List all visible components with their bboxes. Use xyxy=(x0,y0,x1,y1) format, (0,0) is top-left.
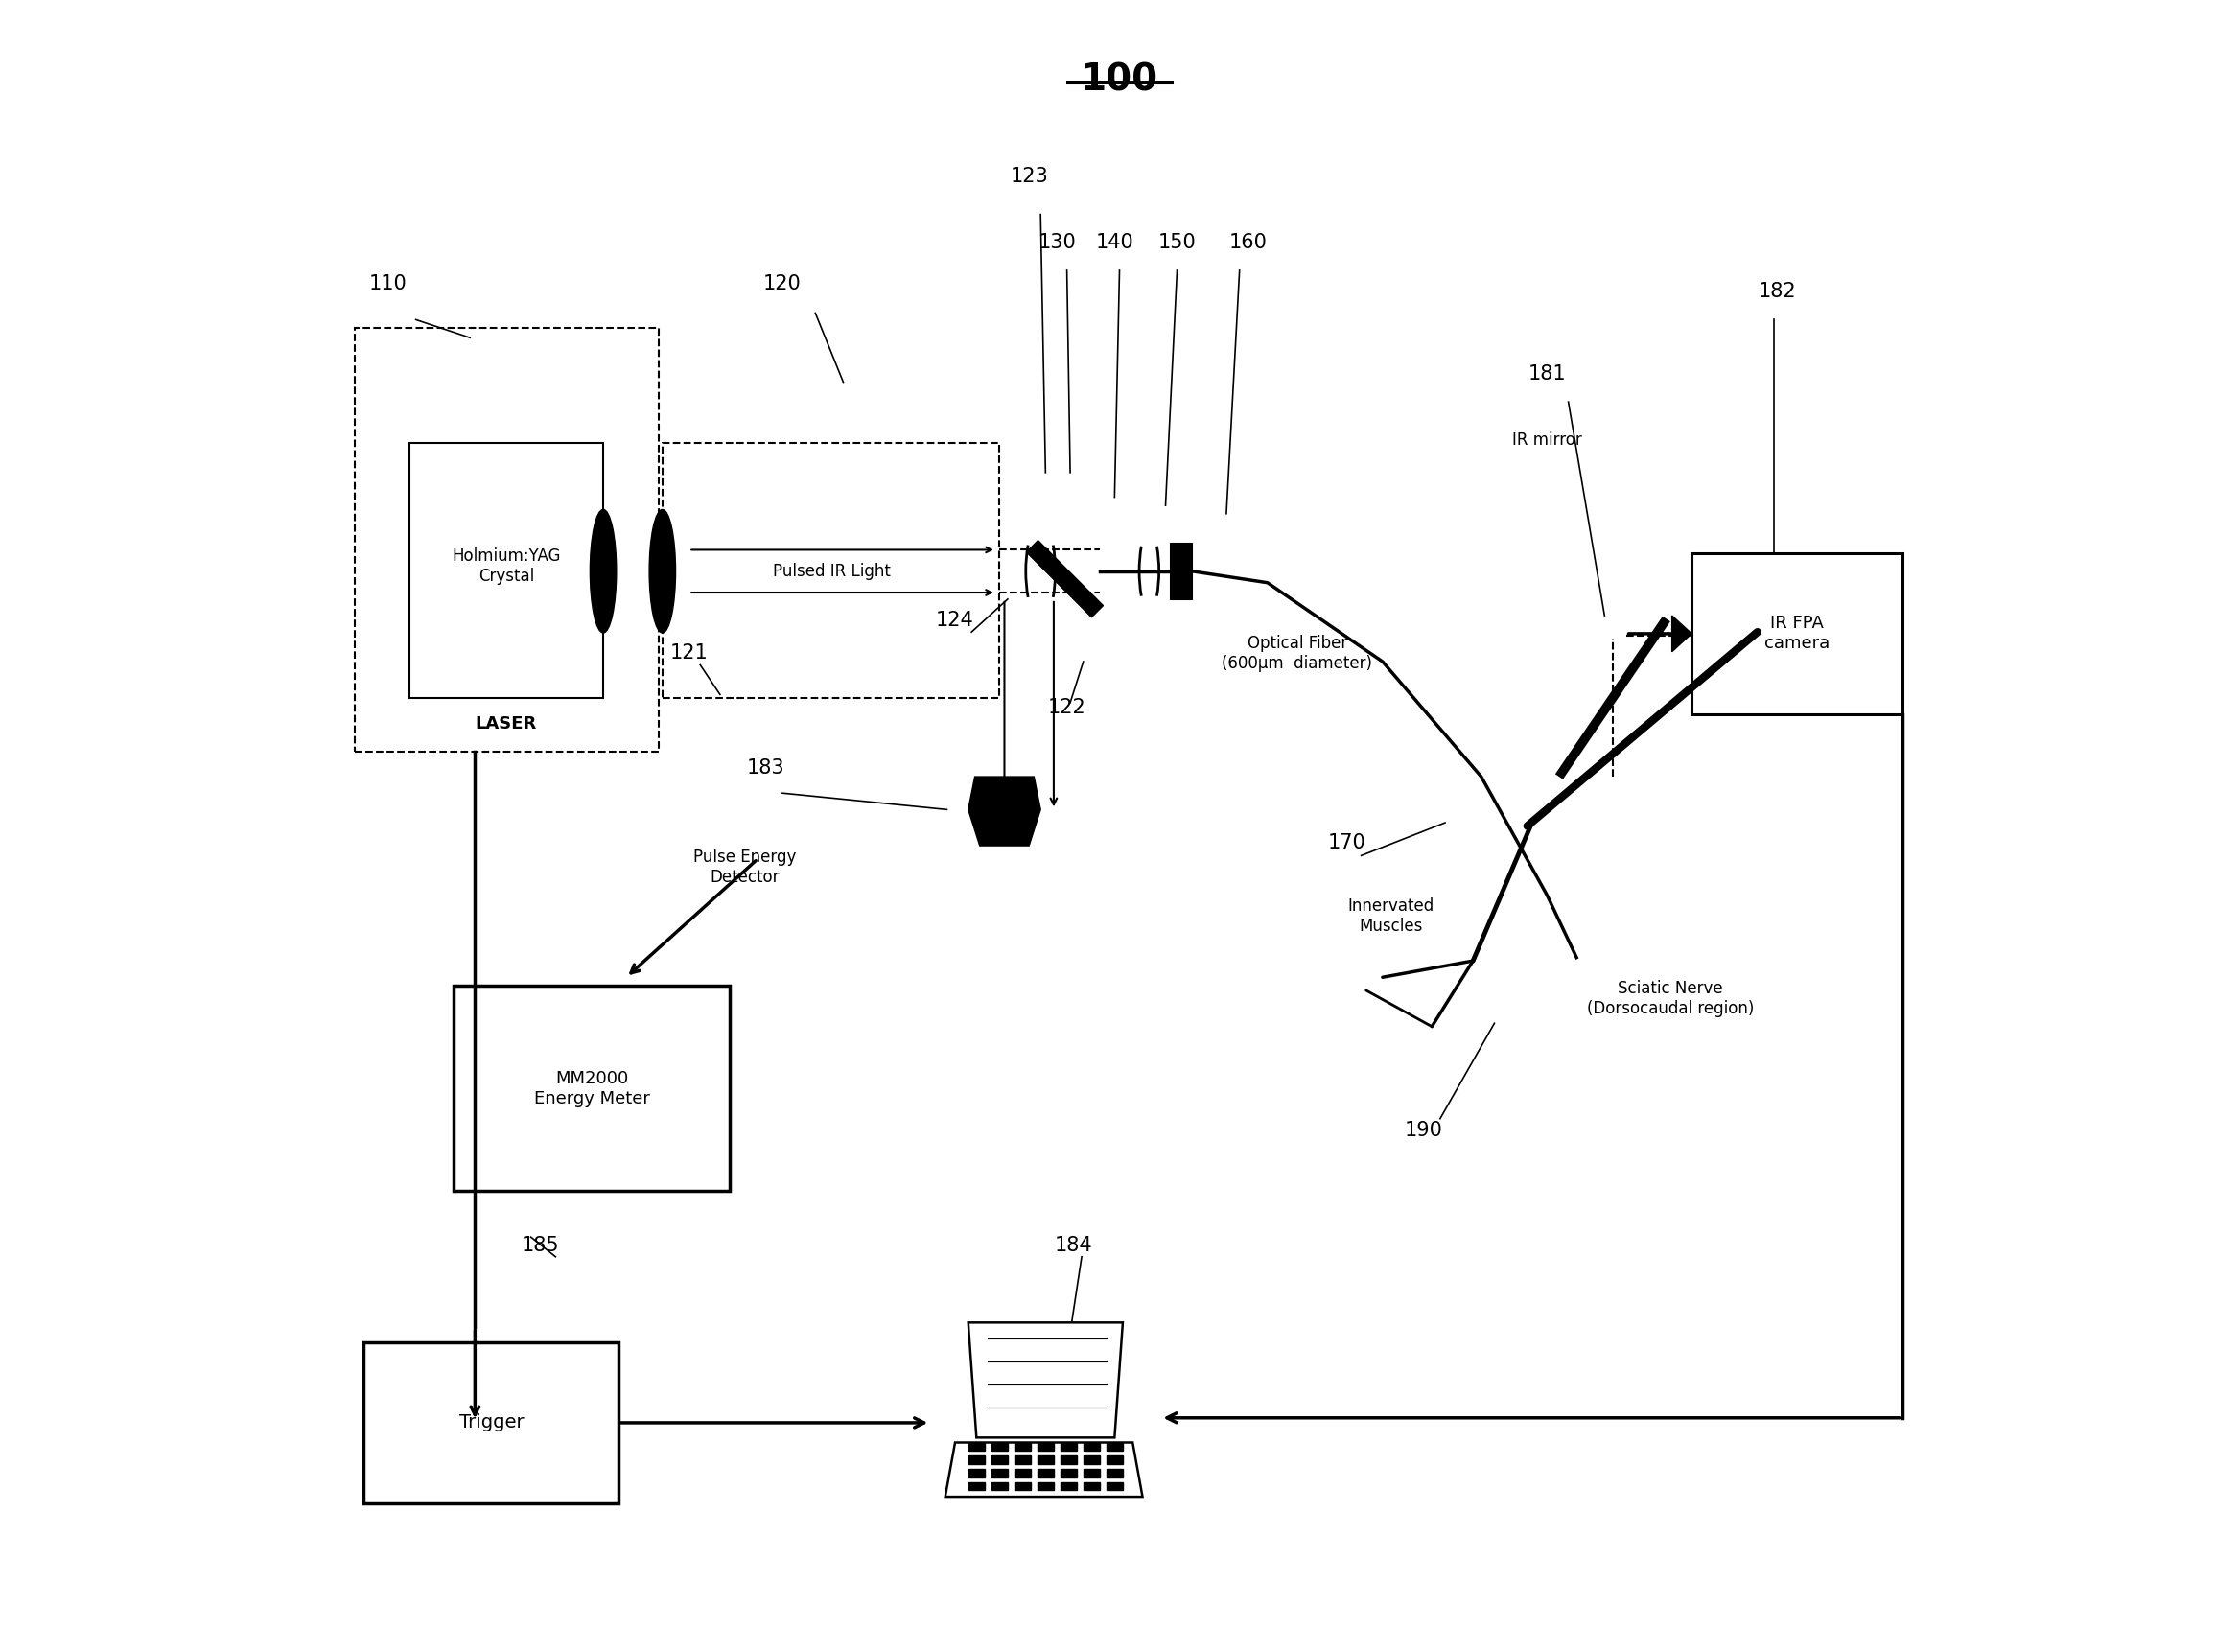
Text: 140: 140 xyxy=(1095,233,1133,253)
Ellipse shape xyxy=(591,509,616,633)
Bar xyxy=(1037,1442,1055,1450)
Text: 160: 160 xyxy=(1229,233,1267,253)
Text: 121: 121 xyxy=(669,644,708,662)
Ellipse shape xyxy=(649,509,676,633)
Bar xyxy=(967,1482,985,1490)
Text: 185: 185 xyxy=(522,1236,560,1256)
Text: 124: 124 xyxy=(936,611,974,629)
Text: Innervated
Muscles: Innervated Muscles xyxy=(1348,897,1433,935)
Text: 182: 182 xyxy=(1758,282,1796,301)
Text: IR mirror: IR mirror xyxy=(1511,431,1583,448)
Polygon shape xyxy=(967,776,1041,809)
Text: 110: 110 xyxy=(369,274,407,292)
Text: 130: 130 xyxy=(1039,233,1077,253)
Text: Trigger: Trigger xyxy=(459,1414,524,1432)
Bar xyxy=(1037,1482,1055,1490)
Text: Holmium:YAG
Crystal: Holmium:YAG Crystal xyxy=(452,548,560,585)
Bar xyxy=(967,1469,985,1477)
Text: 150: 150 xyxy=(1158,233,1196,253)
Text: Optical Fiber
(600μm  diameter): Optical Fiber (600μm diameter) xyxy=(1222,634,1373,672)
Bar xyxy=(1037,1469,1055,1477)
Polygon shape xyxy=(1673,616,1693,653)
Text: 123: 123 xyxy=(1010,167,1048,187)
Bar xyxy=(1084,1455,1099,1464)
Polygon shape xyxy=(945,1442,1142,1497)
FancyBboxPatch shape xyxy=(356,327,658,752)
Bar xyxy=(1061,1469,1077,1477)
Bar xyxy=(1061,1482,1077,1490)
Polygon shape xyxy=(967,1323,1122,1437)
Text: 183: 183 xyxy=(748,758,786,778)
Bar xyxy=(992,1442,1008,1450)
Text: 120: 120 xyxy=(763,274,802,292)
Text: MM2000
Energy Meter: MM2000 Energy Meter xyxy=(533,1070,649,1107)
Text: 100: 100 xyxy=(1081,61,1158,97)
Bar xyxy=(1084,1482,1099,1490)
Bar xyxy=(967,1442,985,1450)
Text: 181: 181 xyxy=(1527,365,1565,383)
Bar xyxy=(1084,1442,1099,1450)
Text: 184: 184 xyxy=(1055,1236,1093,1256)
Bar xyxy=(1106,1469,1122,1477)
Text: 190: 190 xyxy=(1404,1120,1442,1140)
FancyBboxPatch shape xyxy=(1693,553,1903,714)
Bar xyxy=(1025,540,1104,618)
FancyBboxPatch shape xyxy=(410,443,602,697)
Bar xyxy=(1014,1482,1030,1490)
Bar xyxy=(1106,1442,1122,1450)
Text: Pulse Energy
Detector: Pulse Energy Detector xyxy=(694,849,797,885)
Bar xyxy=(967,1455,985,1464)
FancyBboxPatch shape xyxy=(455,986,730,1191)
Polygon shape xyxy=(967,809,1041,846)
Bar xyxy=(1061,1455,1077,1464)
FancyBboxPatch shape xyxy=(663,443,999,697)
Text: 170: 170 xyxy=(1328,833,1366,852)
FancyBboxPatch shape xyxy=(1171,544,1191,600)
Text: 122: 122 xyxy=(1048,699,1086,717)
Bar xyxy=(1014,1469,1030,1477)
Text: Pulsed IR Light: Pulsed IR Light xyxy=(772,563,891,580)
Bar xyxy=(1014,1455,1030,1464)
Bar xyxy=(992,1455,1008,1464)
Text: LASER: LASER xyxy=(475,715,537,733)
Bar xyxy=(1014,1442,1030,1450)
Text: Sciatic Nerve
(Dorsocaudal region): Sciatic Nerve (Dorsocaudal region) xyxy=(1587,980,1753,1018)
Bar xyxy=(1106,1482,1122,1490)
Text: IR FPA
camera: IR FPA camera xyxy=(1764,615,1829,653)
Bar xyxy=(992,1482,1008,1490)
Bar xyxy=(1106,1455,1122,1464)
FancyBboxPatch shape xyxy=(363,1341,618,1503)
Bar xyxy=(992,1469,1008,1477)
Bar xyxy=(1061,1442,1077,1450)
Bar xyxy=(1084,1469,1099,1477)
Bar xyxy=(1037,1455,1055,1464)
